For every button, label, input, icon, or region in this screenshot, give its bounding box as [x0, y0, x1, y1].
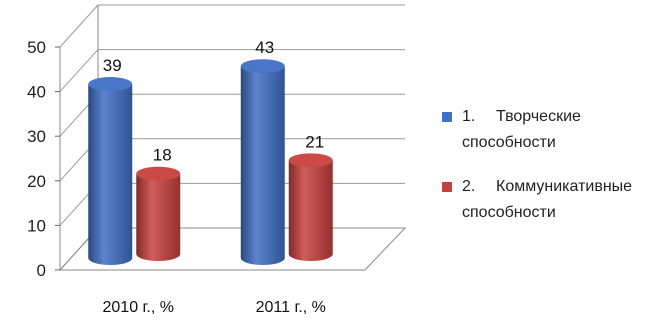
data-label-1-2: 43: [255, 38, 274, 57]
bar-body: [136, 173, 181, 262]
chart-floor: [58, 227, 407, 271]
category-label-2: 2011 г., %: [256, 299, 326, 316]
bar-2-2: [288, 153, 333, 262]
legend-label-1: Творческие: [496, 108, 581, 125]
y-tick-label: 10: [27, 216, 46, 235]
bar-1-2: [240, 59, 285, 265]
bar-top: [136, 166, 181, 181]
data-labels: 39 18 43 21: [103, 38, 324, 165]
bar-body: [288, 160, 333, 262]
category-label-1: 2010 г., %: [103, 299, 174, 316]
data-label-2-1: 18: [153, 146, 172, 165]
bar-top: [240, 59, 285, 74]
gridline-side: [59, 4, 99, 48]
bar-top: [88, 77, 133, 92]
bar-top: [288, 153, 333, 168]
legend-item-2: 2. Коммуникативные способности: [440, 174, 654, 226]
y-tick-label: 50: [27, 38, 46, 57]
legend-item-1: 1. Творческие способности: [440, 104, 654, 156]
legend-number-2: 2.: [462, 178, 476, 195]
y-tick-label: 0: [37, 261, 46, 280]
x-axis-categories: 2010 г., % 2011 г., %: [103, 299, 326, 316]
y-tick-label: 20: [27, 172, 46, 191]
legend-label-2-cont: способности: [462, 204, 556, 221]
bar-body: [88, 84, 133, 265]
legend-label-2: Коммуникативные: [496, 178, 633, 195]
legend-label-1-cont: способности: [462, 134, 556, 151]
chart-bars: [88, 59, 333, 265]
legend-swatch-2: [442, 182, 452, 192]
data-label-2-2: 21: [305, 132, 324, 151]
y-axis-ticks: 0 10 20 30 40 50: [27, 38, 46, 280]
bar-1-1: [88, 77, 133, 265]
bar-2-1: [136, 166, 181, 262]
bar-body: [240, 66, 285, 265]
y-tick-label: 30: [27, 127, 46, 146]
data-label-1-1: 39: [103, 56, 122, 75]
legend: 1. Творческие способности 2. Коммуникативн…: [440, 104, 654, 244]
gridline-side: [59, 49, 99, 92]
legend-number-1: 1.: [462, 108, 476, 125]
y-tick-label: 40: [27, 83, 46, 102]
legend-swatch-1: [442, 112, 452, 122]
